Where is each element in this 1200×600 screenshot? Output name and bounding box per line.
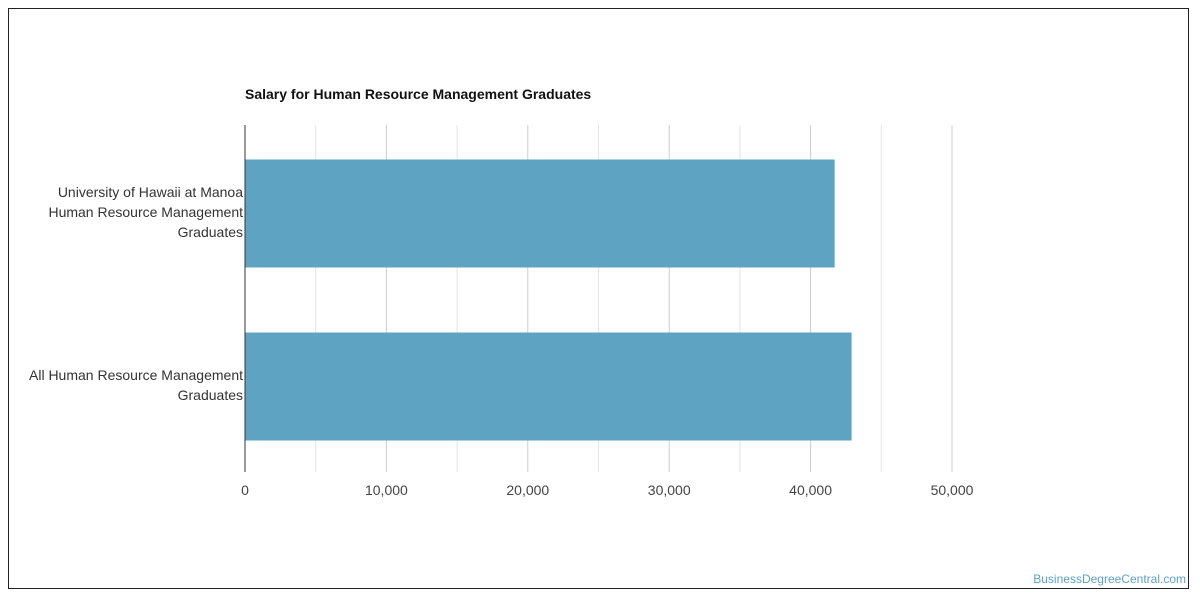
category-label-0-line-1: Human Resource Management <box>48 204 243 220</box>
category-label-1: All Human Resource Management Graduates <box>3 365 243 405</box>
x-tick-label: 50,000 <box>931 482 974 498</box>
x-tick-label: 30,000 <box>648 482 691 498</box>
chart-title: Salary for Human Resource Management Gra… <box>245 86 592 102</box>
category-label-1-line-0: All Human Resource Management <box>29 367 243 383</box>
x-tick-label: 40,000 <box>789 482 832 498</box>
category-label-0: University of Hawaii at Manoa Human Reso… <box>3 182 243 242</box>
category-label-0-line-2: Graduates <box>177 224 243 240</box>
bar-0 <box>245 159 835 268</box>
x-tick-label: 0 <box>241 482 249 498</box>
category-label-1-line-1: Graduates <box>177 387 243 403</box>
bar-1 <box>245 332 852 441</box>
x-tick-label: 20,000 <box>506 482 549 498</box>
category-label-0-line-0: University of Hawaii at Manoa <box>57 184 243 200</box>
x-tick-label: 10,000 <box>365 482 408 498</box>
watermark: BusinessDegreeCentral.com <box>1033 572 1186 586</box>
